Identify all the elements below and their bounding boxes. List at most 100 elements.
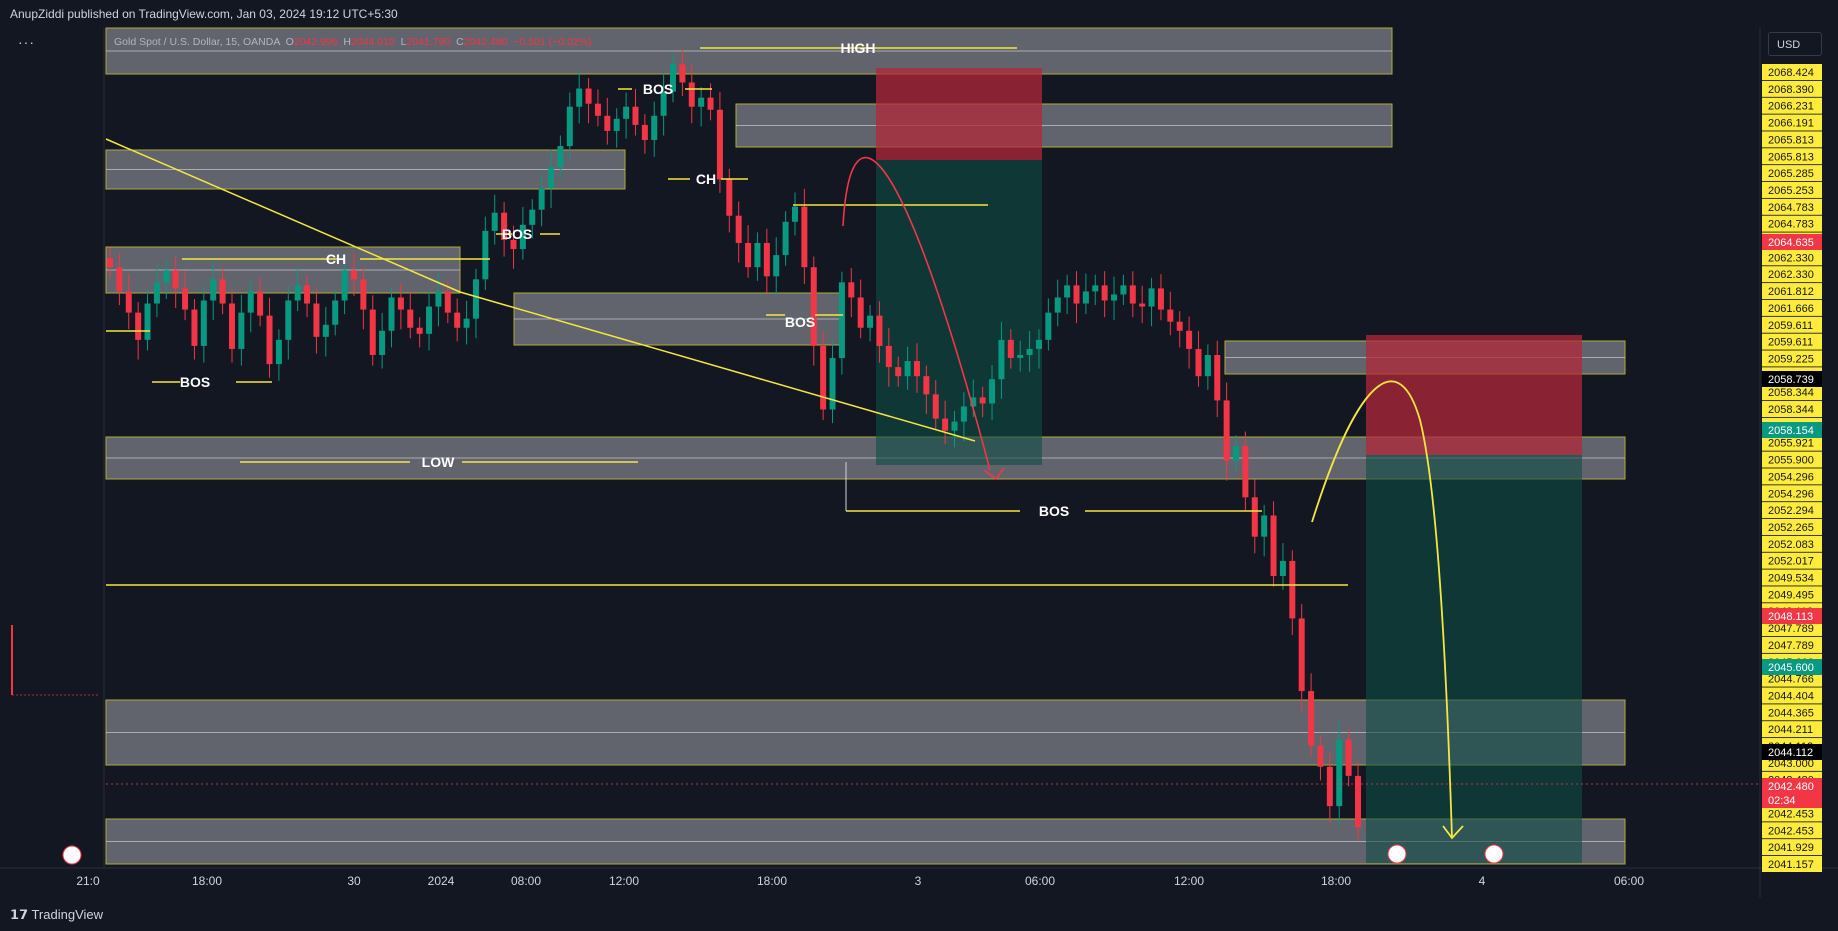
price-tag-highlight: [1762, 371, 1822, 387]
footer: 𝟭𝟳 TradingView: [0, 898, 1838, 931]
time-axis-label: 2024: [428, 874, 455, 888]
price-axis-label: 2052.017: [1768, 556, 1814, 568]
symbol-legend: Gold Spot / U.S. Dollar, 15, OANDA O2042…: [114, 36, 592, 48]
price-axis-label: 2065.253: [1768, 185, 1814, 197]
candle-body: [257, 291, 264, 316]
price-axis-label: 2066.231: [1768, 101, 1814, 113]
candle-body: [275, 339, 282, 365]
candle-body: [1242, 445, 1249, 498]
top-bar: AnupZiddi published on TradingView.com, …: [0, 0, 1838, 28]
price-axis-label: 2055.921: [1768, 438, 1814, 450]
candle-body: [407, 309, 414, 328]
structure-label-bos: BOS: [643, 81, 673, 97]
legend-change: −0.501 (−0.02%): [513, 36, 592, 48]
currency-button[interactable]: USD: [1768, 32, 1822, 56]
candle-body: [960, 406, 967, 422]
us-flag-icon: [62, 845, 82, 865]
candle-body: [116, 267, 123, 292]
candle-body: [1148, 288, 1155, 307]
legend-low-label: L: [400, 36, 407, 48]
price-tag-text: 2058.739: [1768, 374, 1814, 386]
candle-body: [191, 309, 198, 346]
candle-body: [773, 255, 780, 277]
candle-body: [867, 315, 874, 328]
candle-body: [379, 330, 386, 356]
candle-body: [1251, 497, 1258, 537]
candle-body: [1120, 285, 1127, 295]
price-axis-label: 2059.611: [1768, 320, 1813, 332]
candle-body: [182, 288, 189, 310]
candle-body: [1355, 775, 1361, 828]
candle-body: [416, 327, 423, 334]
candle-body: [895, 367, 902, 377]
price-axis-label: 2058.344: [1768, 404, 1814, 416]
candle-body: [1261, 515, 1268, 537]
candle-body: [576, 88, 583, 107]
structure-label-bos: BOS: [785, 314, 815, 330]
legend-open: 2042.996: [293, 36, 338, 48]
left-mini-pane: [0, 28, 104, 898]
candle-body: [951, 421, 958, 431]
time-axis-label: 4: [1479, 874, 1486, 888]
candle-body: [435, 291, 442, 307]
price-tag-text: 2058.154: [1768, 425, 1814, 437]
candle-body: [228, 303, 235, 349]
candle-body: [726, 179, 733, 216]
candle-body: [360, 279, 367, 310]
candle-body: [679, 64, 686, 83]
price-tag-bg: [1762, 316, 1822, 333]
price-tag-bg: [1762, 198, 1822, 215]
price-tag-highlight: [1762, 608, 1822, 624]
candle-body: [904, 361, 911, 377]
price-axis-label: 2047.789: [1768, 640, 1814, 652]
structure-label-ch: CH: [696, 171, 716, 187]
price-tag-highlight: [1762, 744, 1822, 760]
candle-body: [1017, 355, 1024, 359]
candle-body: [210, 279, 217, 301]
time-axis-label: 12:00: [1174, 874, 1204, 888]
candle-body: [913, 361, 920, 377]
candle-body: [482, 230, 489, 280]
candle-body: [1176, 321, 1183, 331]
structure-label-bos: BOS: [502, 226, 532, 242]
candle-body: [313, 303, 320, 337]
price-tag-highlight: [1762, 422, 1822, 438]
price-axis-label: 2049.495: [1768, 589, 1814, 601]
price-tag-bg: [1762, 215, 1822, 232]
price-tag-bg: [1762, 80, 1822, 97]
candle-body: [1298, 618, 1305, 692]
price-axis-label: 2047.789: [1768, 623, 1814, 635]
price-tag-bg: [1762, 822, 1822, 839]
price-axis-label: 2062.330: [1768, 252, 1814, 264]
legend-close: 2042.480: [463, 36, 508, 48]
candle-body: [641, 124, 648, 141]
candle-body: [791, 206, 798, 222]
price-tag-bg: [1762, 350, 1822, 367]
price-tag-text: 2042.480: [1768, 781, 1814, 793]
price-tag-highlight: [1762, 778, 1822, 808]
price-axis-label: 2068.390: [1768, 84, 1814, 96]
stop-loss-box-1: [876, 68, 1042, 160]
candle-body: [1007, 339, 1014, 359]
candle-body: [1073, 285, 1080, 304]
annotation-line: [105, 138, 461, 293]
price-axis-label: 2055.900: [1768, 455, 1814, 467]
candle-body: [613, 118, 620, 131]
legend-open-label: O: [285, 36, 294, 48]
candle-body: [623, 106, 630, 119]
price-tag-bg: [1762, 569, 1822, 586]
structure-label-high: HIGH: [841, 40, 876, 56]
price-axis-label: 2065.813: [1768, 134, 1814, 146]
price-tag-bg: [1762, 434, 1822, 451]
price-axis-label: 2049.534: [1768, 573, 1814, 585]
price-tag-bg: [1762, 636, 1822, 653]
more-menu-icon[interactable]: ···: [18, 34, 35, 50]
candle-body: [444, 291, 451, 313]
projection-arc-red: [842, 156, 991, 471]
tradingview-brand: TradingView: [31, 907, 104, 922]
time-axis-label: 18:00: [192, 874, 222, 888]
time-axis-label: 3: [915, 874, 922, 888]
price-tag-text: 2064.635: [1768, 237, 1814, 249]
tradingview-logo-icon: 𝟭𝟳: [10, 907, 32, 922]
